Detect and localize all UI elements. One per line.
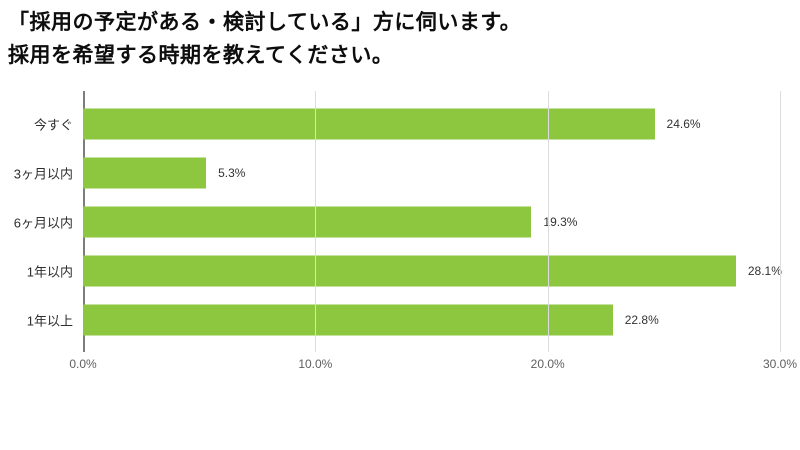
bar	[83, 206, 532, 237]
chart-title-line2: 採用を希望する時期を教えてください。	[8, 44, 394, 67]
chart-title-line1: 「採用の予定がある・検討している」方に伺います。	[8, 11, 522, 34]
category-label: 1年以上	[26, 313, 73, 328]
x-tick-label: 10.0%	[298, 357, 333, 371]
value-label: 19.3%	[543, 214, 578, 229]
category-label: 6ヶ月以内	[13, 215, 73, 230]
bar-row: 今すぐ 24.6%	[34, 99, 780, 148]
gridline	[315, 91, 317, 352]
gridline	[780, 91, 781, 352]
gridline	[547, 91, 549, 352]
bar	[83, 255, 736, 286]
chart-title: 「採用の予定がある・検討している」方に伺います。 採用を希望する時期を教えてくだ…	[8, 6, 521, 72]
bar	[83, 157, 207, 188]
value-label: 22.8%	[624, 312, 659, 327]
bar	[83, 304, 613, 335]
bar-row: 1年以内 28.1%	[27, 246, 782, 295]
value-label: 5.3%	[218, 165, 246, 180]
x-tick-label: 20.0%	[530, 357, 565, 371]
bar-rows: 今すぐ 24.6% 3ヶ月以内 5.3% 6ヶ月以内 19.3% 1年以内 28.1% 1年以上…	[14, 99, 782, 344]
category-label: 1年以内	[26, 264, 73, 279]
bar	[83, 108, 655, 139]
bar-row: 3ヶ月以内 5.3%	[14, 148, 780, 197]
value-label: 24.6%	[666, 116, 701, 131]
x-tick-label: 0.0%	[69, 357, 97, 371]
category-label: 3ヶ月以内	[13, 166, 73, 181]
x-axis: 0.0% 10.0% 20.0% 30.0%	[69, 357, 797, 373]
bar-row: 1年以上 22.8%	[27, 295, 780, 344]
x-tick-label: 30.0%	[762, 357, 798, 371]
value-label: 28.1%	[747, 263, 782, 278]
category-label: 今すぐ	[33, 117, 73, 132]
plot-area: 今すぐ 24.6% 3ヶ月以内 5.3% 6ヶ月以内 19.3% 1年以内 28.1% 1年以上…	[14, 91, 782, 352]
bar-row: 6ヶ月以内 19.3%	[14, 197, 780, 246]
